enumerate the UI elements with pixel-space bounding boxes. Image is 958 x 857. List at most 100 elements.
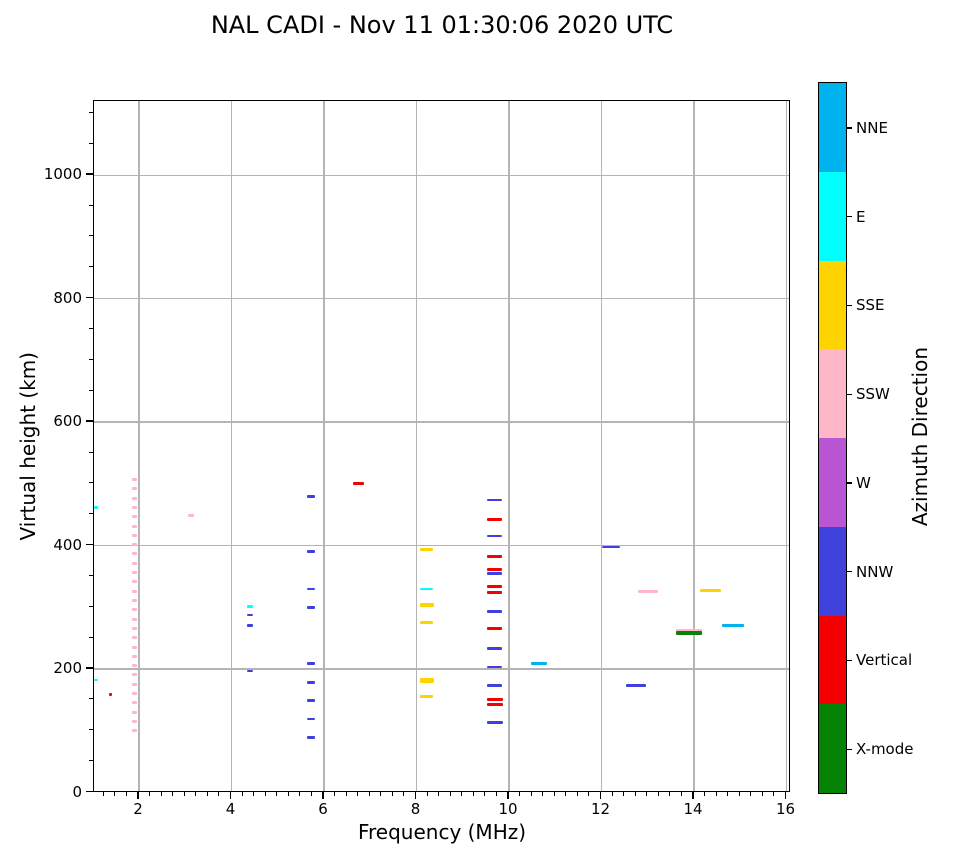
x-minor-tick [553,792,555,796]
x-minor-tick [426,792,428,796]
x-minor-tick [519,792,521,796]
x-minor-tick [149,792,151,796]
data-point [247,669,253,672]
x-minor-tick [611,792,613,796]
x-major-tick [507,792,509,799]
colorbar-segment [819,171,846,261]
data-point [626,683,647,687]
x-minor-tick [727,792,729,796]
y-minor-tick [89,451,93,453]
data-point [131,608,137,612]
x-major-tick [137,792,139,799]
x-minor-tick [773,792,775,796]
y-major-tick [86,420,93,422]
data-point [247,604,253,608]
x-minor-tick [750,792,752,796]
colorbar-tick [847,393,852,395]
data-point [131,664,137,668]
data-point [487,683,503,687]
y-major-tick [86,667,93,669]
x-minor-tick [299,792,301,796]
x-axis-label: Frequency (MHz) [357,820,527,844]
data-point [131,571,137,575]
y-minor-tick [89,636,93,638]
x-tick-label: 16 [775,800,796,818]
x-minor-tick [114,792,116,796]
data-point [131,487,137,491]
data-point [487,498,503,501]
data-point [307,587,316,590]
x-minor-tick [576,792,578,796]
colorbar-title: Azimuth Direction [908,347,932,527]
data-point [419,678,434,684]
y-minor-tick [89,204,93,206]
data-point [487,665,503,668]
x-major-tick [692,792,694,799]
colorbar-label: E [856,207,866,226]
colorbar-segment [819,438,846,527]
data-point [601,545,620,548]
data-point [307,550,316,554]
x-major-tick [784,792,787,799]
colorbar-label: W [856,473,871,492]
data-point [131,533,137,537]
data-point [131,561,137,565]
x-gridline [415,101,418,791]
colorbar-segment [819,260,846,350]
data-point [131,589,137,593]
data-point [420,547,434,551]
data-point [699,589,721,593]
data-point [487,627,503,631]
colorbar-segment [819,83,846,172]
data-point [131,682,137,686]
y-minor-tick [89,142,93,144]
x-gridline [693,101,695,791]
y-tick-label: 200 [53,659,82,678]
colorbar-label: NNE [856,118,888,137]
data-point [131,729,137,733]
data-point [131,626,137,630]
x-major-tick [322,792,324,799]
plot-area [93,100,790,792]
data-point [131,719,137,723]
y-tick-label: 400 [53,535,82,554]
data-point [487,585,503,589]
data-point [722,623,745,627]
data-point [486,697,503,701]
y-minor-tick [89,235,93,237]
x-minor-tick [345,792,347,796]
colorbar-label: NNW [856,562,894,581]
colorbar-label: X-mode [856,740,914,759]
x-major-tick [414,792,417,799]
y-tick-label: 600 [53,412,82,431]
x-minor-tick [472,792,474,796]
data-point [131,645,137,649]
data-point [307,699,316,703]
y-axis-label-wrap: Virtual height (km) [16,100,40,792]
x-minor-tick [461,792,463,796]
x-minor-tick [738,792,740,796]
data-point [131,543,137,547]
x-gridline [508,101,510,791]
x-minor-tick [657,792,659,796]
colorbar-tick [847,748,852,750]
data-point [131,478,137,482]
x-minor-tick [264,792,266,796]
data-point [109,693,113,697]
data-point [487,554,503,558]
x-minor-tick [669,792,671,796]
colorbar-tick [847,304,852,307]
x-tick-label: 14 [683,800,703,818]
data-point [187,513,194,517]
y-major-tick [86,296,93,299]
data-point [307,680,316,684]
x-minor-tick [206,792,208,796]
y-gridline [94,298,789,300]
x-minor-tick [403,792,405,796]
y-minor-tick [89,698,93,700]
x-minor-tick [588,792,590,796]
data-point [307,718,316,721]
colorbar-label: SSW [856,385,890,404]
data-point [131,515,137,519]
x-minor-tick [125,792,127,796]
